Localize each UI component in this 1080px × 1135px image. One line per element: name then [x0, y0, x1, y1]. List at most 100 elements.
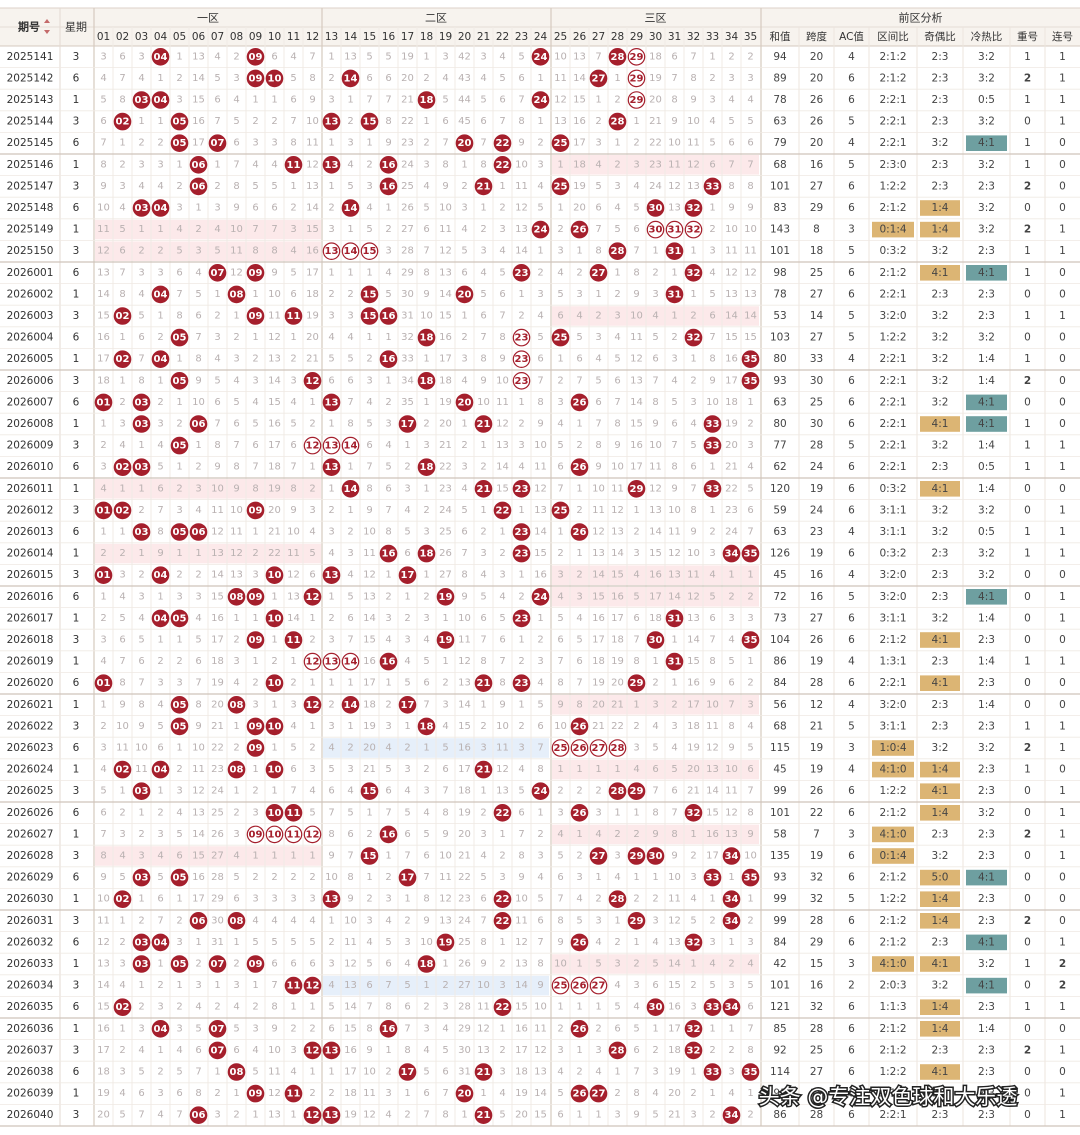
ball — [303, 825, 322, 844]
omission: 2 — [233, 332, 239, 343]
ratio-highlight — [920, 481, 960, 497]
omission: 6 — [557, 872, 563, 883]
omission: 3 — [728, 980, 734, 991]
analysis-value: 1 — [1024, 353, 1031, 365]
omission: 8 — [423, 894, 429, 905]
ball — [589, 69, 608, 88]
omission: 2 — [309, 635, 315, 646]
omission: 9 — [557, 937, 563, 948]
omission: 29 — [458, 1023, 471, 1034]
omission: 2 — [385, 591, 391, 602]
analysis-value: 4:1 — [978, 267, 995, 279]
ball — [227, 587, 246, 606]
drawn-number: 02 — [116, 1002, 130, 1013]
omission: 6 — [423, 1088, 429, 1099]
omission: 10 — [477, 397, 490, 408]
analysis-value: 86 — [773, 1109, 787, 1121]
omission: 5 — [537, 699, 543, 710]
omission: 8 — [728, 181, 734, 192]
omission: 4 — [195, 1002, 201, 1013]
omission: 8 — [119, 289, 125, 300]
ball — [170, 112, 189, 131]
omission: 14 — [306, 203, 319, 214]
ball — [551, 328, 570, 347]
omission: 6 — [557, 1110, 563, 1121]
weekday: 3 — [73, 310, 80, 322]
omission: 8 — [747, 1045, 753, 1056]
drawn-number: 21 — [477, 765, 491, 776]
analysis-value: 27 — [810, 612, 823, 624]
drawn-number: 02 — [116, 894, 130, 905]
analysis-value: 4:1 — [932, 677, 949, 689]
omission: 6 — [595, 397, 601, 408]
omission: 3 — [157, 419, 163, 430]
ball — [455, 285, 474, 304]
omission: 20 — [725, 440, 738, 451]
ball — [246, 955, 265, 973]
omission: 12 — [496, 764, 509, 775]
omission: 1 — [537, 116, 543, 127]
omission: 1 — [157, 635, 163, 646]
omission: 19 — [439, 397, 452, 408]
hot-cold-highlight — [966, 394, 1007, 411]
omission: 8 — [442, 159, 448, 170]
drawn-number: 11 — [287, 1089, 301, 1100]
omission: 5 — [138, 311, 144, 322]
omission: 13 — [687, 613, 700, 624]
omission: 18 — [211, 656, 224, 667]
omission: 2 — [385, 224, 391, 235]
omission: 10 — [725, 224, 738, 235]
omission: 4 — [328, 332, 334, 343]
omission: 6 — [652, 980, 658, 991]
omission: 8 — [537, 764, 543, 775]
omission: 4 — [442, 1023, 448, 1034]
weekday: 6 — [73, 267, 80, 279]
drawn-number: 10 — [268, 808, 282, 819]
analysis-value: 0 — [1059, 677, 1066, 689]
omission: 11 — [649, 462, 662, 473]
omission: 4 — [595, 937, 601, 948]
drawn-number: 33 — [706, 441, 720, 452]
omission: 29 — [211, 894, 224, 905]
omission: 1 — [480, 505, 486, 516]
omission: 18 — [611, 635, 624, 646]
analysis-value: 1 — [1024, 958, 1031, 970]
weekday: 3 — [73, 720, 80, 732]
ball — [551, 976, 570, 995]
analysis-value: 1:4 — [932, 915, 949, 927]
omission: 8 — [119, 95, 125, 106]
ball — [684, 933, 703, 952]
weekday: 1 — [73, 656, 80, 668]
analysis-value: 2:1:2 — [879, 267, 906, 279]
sort-icon[interactable] — [44, 19, 50, 34]
weekday: 6 — [73, 807, 80, 819]
omission: 6 — [404, 1002, 410, 1013]
drawn-number: 16 — [382, 311, 396, 322]
analysis-value: 2:3:0 — [879, 159, 906, 171]
omission: 30 — [458, 1045, 471, 1056]
analysis-value: 93 — [773, 872, 786, 884]
omission: 4 — [328, 743, 334, 754]
drawn-number: 26 — [573, 397, 587, 408]
omission: 5 — [157, 721, 163, 732]
omission: 4 — [385, 635, 391, 646]
analysis-value: 3 — [848, 742, 855, 754]
omission: 1 — [271, 591, 277, 602]
omission: 5 — [499, 267, 505, 278]
omission: 2 — [690, 375, 696, 386]
omission: 3 — [195, 246, 201, 257]
omission: 3 — [633, 548, 639, 559]
omission: 19 — [268, 483, 281, 494]
omission: 8 — [233, 462, 239, 473]
omission: 5 — [328, 354, 334, 365]
issue: 2026022 — [7, 720, 54, 732]
drawn-number: 28 — [611, 117, 625, 128]
analysis-value: 6 — [848, 548, 855, 560]
ball — [132, 393, 151, 412]
omission: 2 — [138, 915, 144, 926]
omission: 7 — [366, 1002, 372, 1013]
omission: 5 — [614, 1002, 620, 1013]
drawn-number: 04 — [154, 1024, 168, 1035]
omission: 2 — [214, 311, 220, 322]
analysis-value: 73 — [773, 612, 786, 624]
